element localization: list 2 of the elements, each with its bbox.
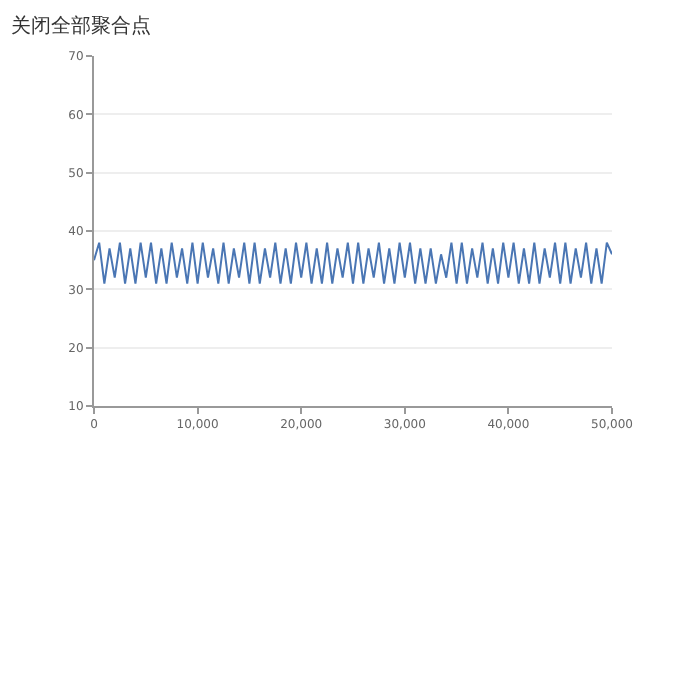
chart-title: 关闭全部聚合点 [10, 13, 151, 38]
line-series [94, 241, 612, 285]
